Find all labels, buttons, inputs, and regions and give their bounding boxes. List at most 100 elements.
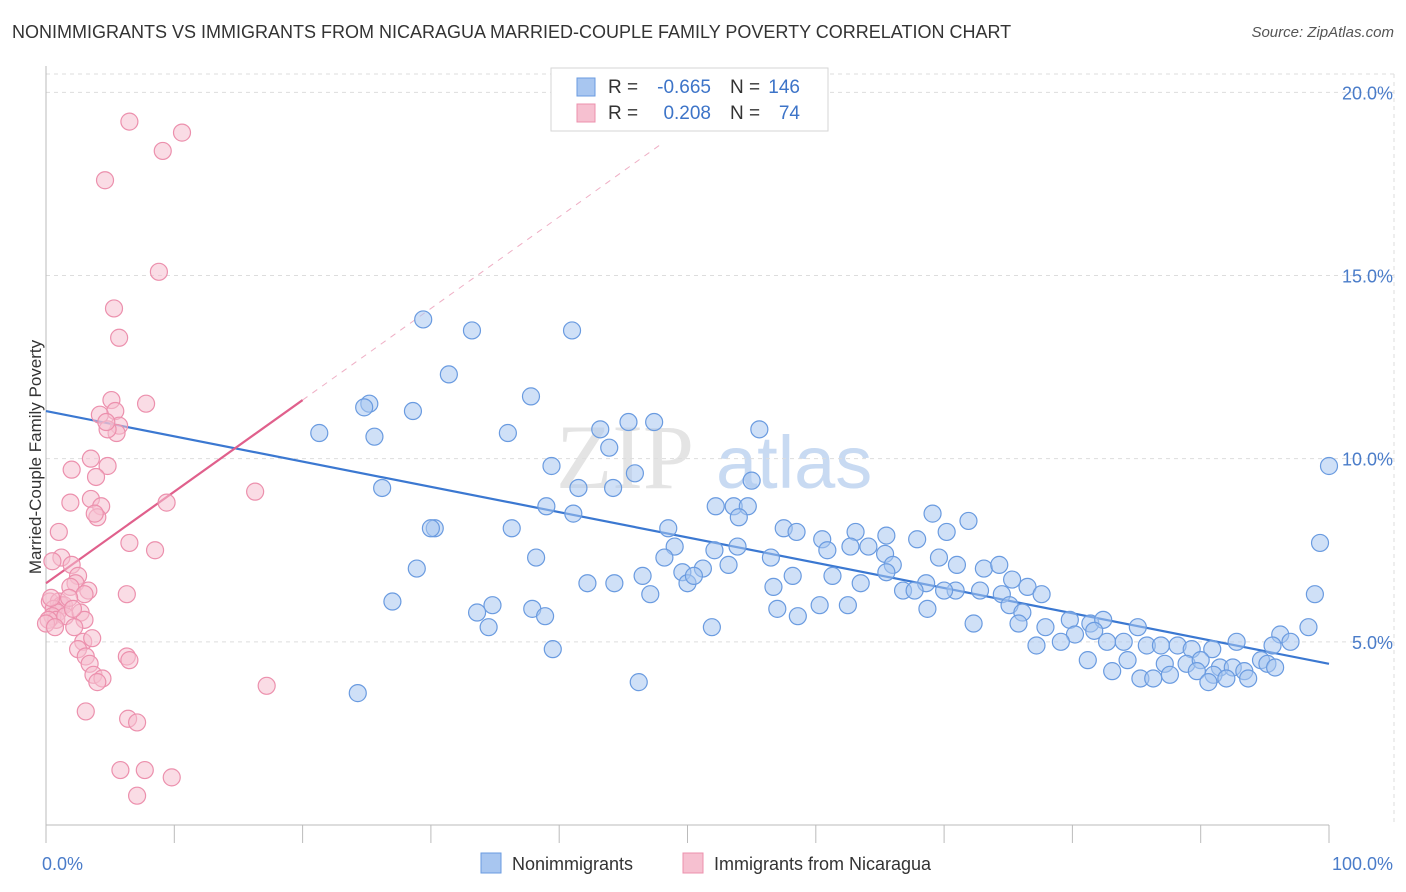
nonimmigrant-point-136 — [1217, 669, 1236, 688]
nonimmigrant-point-3 — [439, 365, 458, 384]
nonimmigrant-point-54 — [990, 555, 1009, 574]
immigrant-nicaragua-point-14 — [97, 412, 116, 432]
nonimmigrant-point-121 — [1078, 651, 1097, 670]
nonimmigrant-point-9 — [365, 427, 384, 446]
immigrant-nicaragua-point-69 — [42, 588, 61, 607]
nonimmigrant-point-68 — [578, 574, 597, 593]
nonimmigrant-point-120 — [1281, 632, 1300, 651]
nonimmigrant-point-22 — [742, 471, 761, 490]
immigrant-nicaragua-point-21 — [61, 493, 80, 512]
x-tick-label-0: 0.0% — [42, 854, 83, 874]
nonimmigrant-point-73 — [1018, 577, 1037, 596]
immigrant-nicaragua-point-17 — [98, 456, 117, 476]
immigrant-nicaragua-point-53 — [83, 629, 102, 648]
nonimmigrant-point-7 — [403, 401, 423, 421]
nonimmigrant-point-139 — [1144, 669, 1163, 688]
trend-line-immigrants-nicaragua — [45, 399, 304, 585]
nonimmigrant-point-85 — [483, 596, 502, 615]
nonimmigrant-point-29 — [729, 508, 748, 527]
nonimmigrant-point-10 — [498, 423, 517, 443]
immigrant-nicaragua-point-25 — [85, 504, 104, 523]
nonimmigrant-point-72 — [1002, 570, 1022, 589]
x-tick-labels: 0.0% 100.0% — [42, 854, 1393, 874]
immigrant-nicaragua-point-64 — [127, 713, 147, 732]
immigrant-nicaragua-point-71 — [88, 673, 107, 692]
axes — [45, 66, 1330, 843]
nonimmigrant-point-92 — [788, 607, 807, 626]
nonimmigrant-point-11 — [591, 420, 610, 439]
legend-n-value-2: 74 — [779, 103, 801, 124]
legend-r-label-2: R = — [608, 103, 638, 124]
trend-line-nonimmigrants — [45, 409, 1330, 665]
nonimmigrant-point-93 — [918, 599, 937, 618]
nonimmigrant-point-6 — [355, 398, 374, 417]
nonimmigrant-point-42 — [1310, 533, 1330, 553]
nonimmigrant-point-46 — [818, 541, 837, 560]
nonimmigrant-point-2 — [562, 321, 582, 340]
nonimmigrant-point-78 — [970, 581, 990, 600]
nonimmigrant-point-65 — [851, 574, 870, 593]
bottom-legend-swatch-pink — [682, 852, 704, 874]
nonimmigrant-point-90 — [838, 596, 857, 615]
nonimmigrant-point-97 — [1036, 618, 1055, 637]
nonimmigrant-point-103 — [702, 618, 721, 637]
immigrant-nicaragua-point-16 — [81, 449, 101, 468]
immigrant-nicaragua-point-59 — [120, 651, 139, 670]
immigrant-nicaragua-point-37 — [117, 585, 136, 604]
legend-box — [550, 67, 829, 132]
nonimmigrant-point-17 — [1319, 456, 1339, 476]
nonimmigrant-point-47 — [841, 537, 860, 556]
nonimmigrant-point-118 — [1203, 640, 1222, 659]
nonimmigrant-point-1 — [462, 321, 482, 340]
legend-n-value-1: 146 — [768, 77, 800, 98]
nonimmigrant-point-27 — [923, 504, 942, 523]
bottom-legend-immigrants-nicaragua: Immigrants from Nicaragua — [714, 854, 932, 874]
nonimmigrant-point-87 — [535, 607, 555, 626]
nonimmigrant-point-89 — [810, 596, 829, 615]
nonimmigrant-point-71 — [684, 566, 704, 585]
nonimmigrant-point-64 — [823, 566, 842, 585]
nonimmigrant-point-111 — [1027, 636, 1046, 655]
nonimmigrant-point-37 — [937, 522, 956, 542]
nonimmigrant-point-101 — [1128, 618, 1147, 637]
legend-swatch-pink — [576, 103, 596, 123]
nonimmigrant-point-113 — [1114, 632, 1133, 651]
nonimmigrant-point-81 — [1032, 585, 1051, 604]
nonimmigrant-point-20 — [603, 478, 623, 498]
immigrant-nicaragua-point-68 — [127, 786, 147, 805]
nonimmigrant-point-15 — [600, 438, 619, 457]
y-tick-label-10: 10.0% — [1342, 450, 1393, 470]
immigrant-nicaragua-point-31 — [43, 552, 62, 571]
nonimmigrant-point-84 — [383, 592, 402, 611]
nonimmigrant-point-107 — [1227, 632, 1246, 651]
y-tick-label-15: 15.0% — [1342, 266, 1393, 286]
nonimmigrant-point-45 — [728, 537, 747, 556]
y-tick-labels: 5.0% 10.0% 15.0% 20.0% — [1342, 83, 1393, 653]
immigrant-nicaragua-point-8 — [136, 394, 156, 413]
immigrant-nicaragua-point-18 — [86, 467, 106, 487]
nonimmigrant-point-140 — [1199, 673, 1218, 692]
nonimmigrant-point-80 — [934, 581, 954, 600]
nonimmigrant-point-109 — [1065, 625, 1085, 644]
nonimmigrant-point-76 — [905, 581, 924, 600]
immigrant-nicaragua-point-66 — [135, 760, 154, 780]
immigrant-nicaragua-point-62 — [76, 702, 95, 721]
nonimmigrant-point-102 — [964, 614, 983, 633]
nonimmigrant-point-91 — [768, 599, 787, 618]
immigrant-nicaragua-point-27 — [120, 533, 139, 553]
nonimmigrant-point-30 — [959, 511, 978, 531]
chart-title: NONIMMIGRANTS VS IMMIGRANTS FROM NICARAG… — [12, 22, 1012, 42]
nonimmigrant-point-138 — [1266, 658, 1285, 677]
nonimmigrant-point-36 — [787, 522, 806, 542]
immigrant-nicaragua-point-19 — [246, 482, 265, 501]
nonimmigrant-point-51 — [929, 548, 949, 567]
nonimmigrant-point-141 — [629, 673, 648, 692]
nonimmigrant-point-62 — [633, 566, 652, 585]
immigrant-nicaragua-point-3 — [95, 171, 115, 190]
nonimmigrant-point-0 — [414, 310, 433, 329]
nonimmigrant-point-23 — [537, 497, 556, 516]
immigrant-nicaragua-point-28 — [145, 541, 165, 560]
immigrant-nicaragua-point-23 — [157, 493, 176, 512]
immigrant-nicaragua-point-5 — [104, 299, 124, 318]
